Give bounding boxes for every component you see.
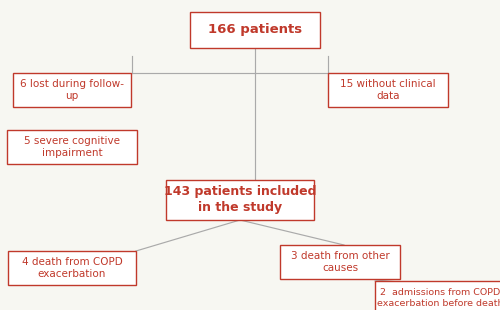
FancyBboxPatch shape xyxy=(280,245,400,279)
Text: 6 lost during follow-
up: 6 lost during follow- up xyxy=(20,79,124,101)
FancyBboxPatch shape xyxy=(7,130,137,164)
Text: 5 severe cognitive
impairment: 5 severe cognitive impairment xyxy=(24,136,120,158)
FancyBboxPatch shape xyxy=(8,251,136,285)
Text: 166 patients: 166 patients xyxy=(208,24,302,37)
Text: 15 without clinical
data: 15 without clinical data xyxy=(340,79,436,101)
Text: 143 patients included
in the study: 143 patients included in the study xyxy=(164,185,316,215)
FancyBboxPatch shape xyxy=(166,180,314,220)
FancyBboxPatch shape xyxy=(13,73,131,107)
Text: 2  admissions from COPD
exacerbation before death: 2 admissions from COPD exacerbation befo… xyxy=(377,288,500,308)
FancyBboxPatch shape xyxy=(328,73,448,107)
Text: 3 death from other
causes: 3 death from other causes xyxy=(290,251,390,273)
FancyBboxPatch shape xyxy=(190,12,320,48)
FancyBboxPatch shape xyxy=(375,281,500,310)
Text: 4 death from COPD
exacerbation: 4 death from COPD exacerbation xyxy=(22,257,122,279)
